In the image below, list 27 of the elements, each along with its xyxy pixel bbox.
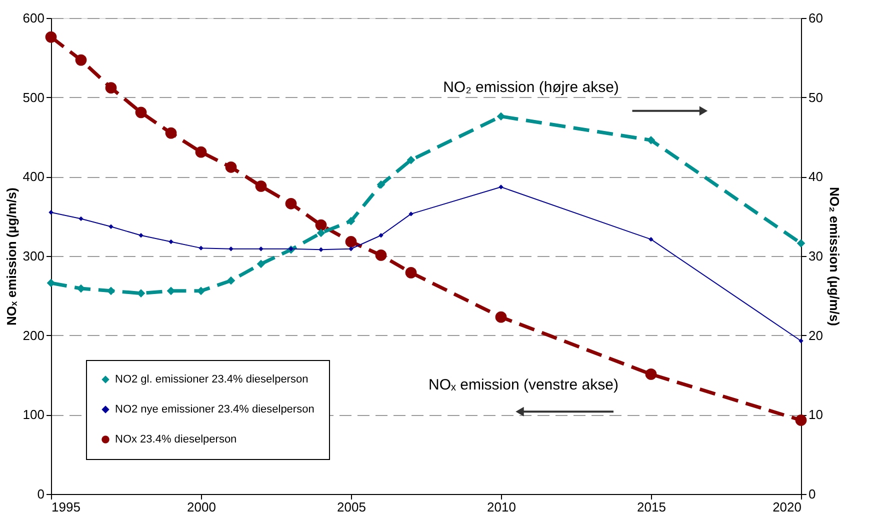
- x-tick-label: 2000: [187, 500, 216, 514]
- y-axis-title: NOₓ emission (µg/m/s): [4, 188, 19, 326]
- y-tick-label: 400: [22, 169, 44, 184]
- y2-tick-label: 40: [808, 169, 823, 184]
- y-tick-label: 600: [22, 10, 44, 26]
- y-tick-label: 100: [22, 407, 44, 422]
- annotation: NOₓ emission (venstre akse): [428, 376, 618, 394]
- y-tick-label: 200: [22, 328, 44, 343]
- legend-label: NOx 23.4% dieselperson: [115, 434, 237, 446]
- x-tick-label: 1995: [52, 500, 80, 514]
- x-tick-label: 2010: [487, 500, 516, 514]
- y2-tick-label: 50: [808, 90, 823, 105]
- y2-tick-label: 10: [808, 407, 823, 422]
- x-tick-label: 2015: [637, 500, 666, 514]
- y2-tick-label: 60: [808, 10, 823, 26]
- legend-label: NO2 gl. emissioner 23.4% dieselperson: [115, 374, 308, 386]
- y2-tick-label: 30: [808, 248, 823, 264]
- y-tick-label: 300: [22, 248, 44, 264]
- y-tick-label: 500: [22, 90, 44, 105]
- legend-label: NO2 nye emissioner 23.4% dieselperson: [115, 404, 314, 416]
- y2-axis-title: NO₂ emission (µg/m/s): [826, 187, 842, 326]
- y2-tick-label: 20: [808, 328, 823, 343]
- x-tick-label: 2020: [772, 500, 802, 514]
- x-tick-label: 2005: [337, 500, 366, 514]
- y-tick-label: 0: [37, 486, 44, 502]
- annotation: NO₂ emission (højre akse): [443, 79, 619, 96]
- y2-tick-label: 0: [808, 486, 816, 502]
